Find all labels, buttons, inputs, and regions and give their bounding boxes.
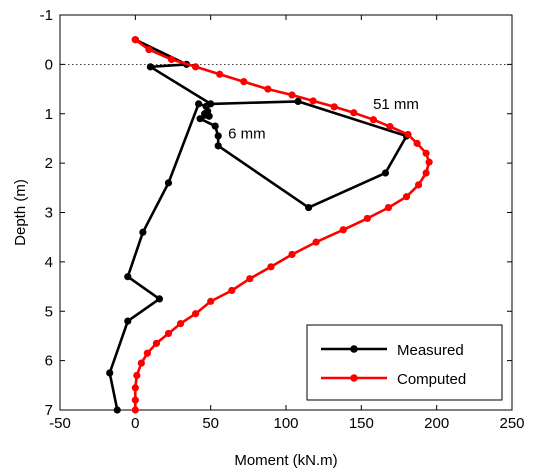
data-point-computed	[402, 193, 411, 201]
data-point-computed	[192, 63, 200, 71]
data-point-computed	[164, 329, 173, 338]
data-point-computed	[152, 339, 161, 347]
data-point-measured	[211, 122, 219, 130]
data-point-measured	[294, 97, 302, 106]
x-tick-label: 100	[273, 415, 298, 432]
data-point-computed	[131, 384, 139, 392]
legend-label-computed: Computed	[397, 371, 466, 388]
data-point-measured	[214, 142, 222, 150]
data-point-computed	[414, 181, 423, 189]
annotation-label: 6 mm	[228, 126, 266, 143]
data-point-measured	[202, 102, 210, 110]
data-point-computed	[167, 55, 176, 64]
data-point-computed	[176, 319, 185, 328]
data-point-computed	[131, 406, 139, 414]
series-line-measured	[108, 38, 408, 411]
data-point-measured	[124, 273, 132, 281]
data-point-computed	[404, 130, 412, 139]
data-point-computed	[309, 97, 317, 105]
x-tick-label: -50	[49, 415, 71, 432]
data-point-computed	[350, 109, 358, 117]
data-point-computed	[288, 250, 296, 259]
data-point-measured	[196, 115, 204, 123]
data-point-computed	[228, 286, 236, 295]
data-point-measured	[139, 228, 147, 236]
data-point-measured	[214, 132, 222, 140]
y-tick-label: -1	[40, 7, 53, 24]
x-tick-label: 50	[202, 415, 219, 432]
data-point-measured	[124, 317, 132, 325]
data-point-computed	[288, 91, 296, 99]
data-point-computed	[131, 36, 139, 44]
y-tick-label: 6	[45, 353, 53, 370]
data-point-computed	[207, 297, 215, 305]
data-point-computed	[330, 103, 338, 111]
data-point-computed	[131, 396, 139, 404]
data-point-computed	[422, 169, 430, 177]
x-tick-label: 250	[499, 415, 524, 432]
data-point-computed	[267, 263, 275, 271]
annotation-label: 51 mm	[373, 96, 419, 113]
y-tick-label: 1	[45, 106, 53, 123]
data-point-computed	[264, 85, 272, 93]
y-axis-label: Depth (m)	[12, 179, 29, 246]
y-tick-label: 5	[45, 303, 53, 320]
data-point-computed	[384, 203, 393, 212]
data-point-measured	[381, 169, 390, 177]
data-point-computed	[386, 122, 394, 131]
data-point-computed	[145, 45, 153, 54]
data-point-computed	[363, 214, 371, 223]
data-point-computed	[369, 116, 377, 124]
data-point-computed	[425, 158, 433, 166]
data-point-computed	[133, 371, 141, 380]
y-tick-label: 7	[45, 402, 53, 419]
data-point-computed	[143, 349, 151, 357]
data-point-computed	[339, 226, 347, 234]
data-point-computed	[312, 238, 320, 246]
legend-marker-computed	[350, 374, 358, 382]
data-point-computed	[246, 275, 254, 283]
data-point-computed	[422, 149, 430, 157]
data-point-measured	[164, 179, 173, 187]
x-tick-label: 0	[131, 415, 139, 432]
data-point-measured	[195, 100, 203, 108]
legend-box	[306, 324, 503, 401]
y-tick-label: 0	[45, 56, 53, 73]
x-tick-label: 150	[349, 415, 374, 432]
y-tick-label: 2	[45, 155, 53, 172]
data-point-measured	[155, 295, 164, 303]
x-axis-label: Moment (kN.m)	[234, 452, 337, 469]
data-point-measured	[146, 63, 154, 71]
data-point-measured	[106, 369, 114, 377]
y-tick-label: 3	[45, 205, 53, 222]
legend-label-measured: Measured	[397, 342, 464, 359]
legend-marker-measured	[350, 345, 358, 353]
x-tick-label: 200	[424, 415, 449, 432]
data-point-computed	[192, 310, 200, 318]
data-point-measured	[305, 203, 313, 212]
data-point-computed	[413, 139, 421, 147]
y-tick-label: 4	[45, 254, 53, 271]
data-point-computed	[137, 359, 145, 367]
data-point-measured	[113, 406, 121, 414]
data-point-computed	[216, 70, 224, 78]
data-point-computed	[240, 78, 248, 86]
